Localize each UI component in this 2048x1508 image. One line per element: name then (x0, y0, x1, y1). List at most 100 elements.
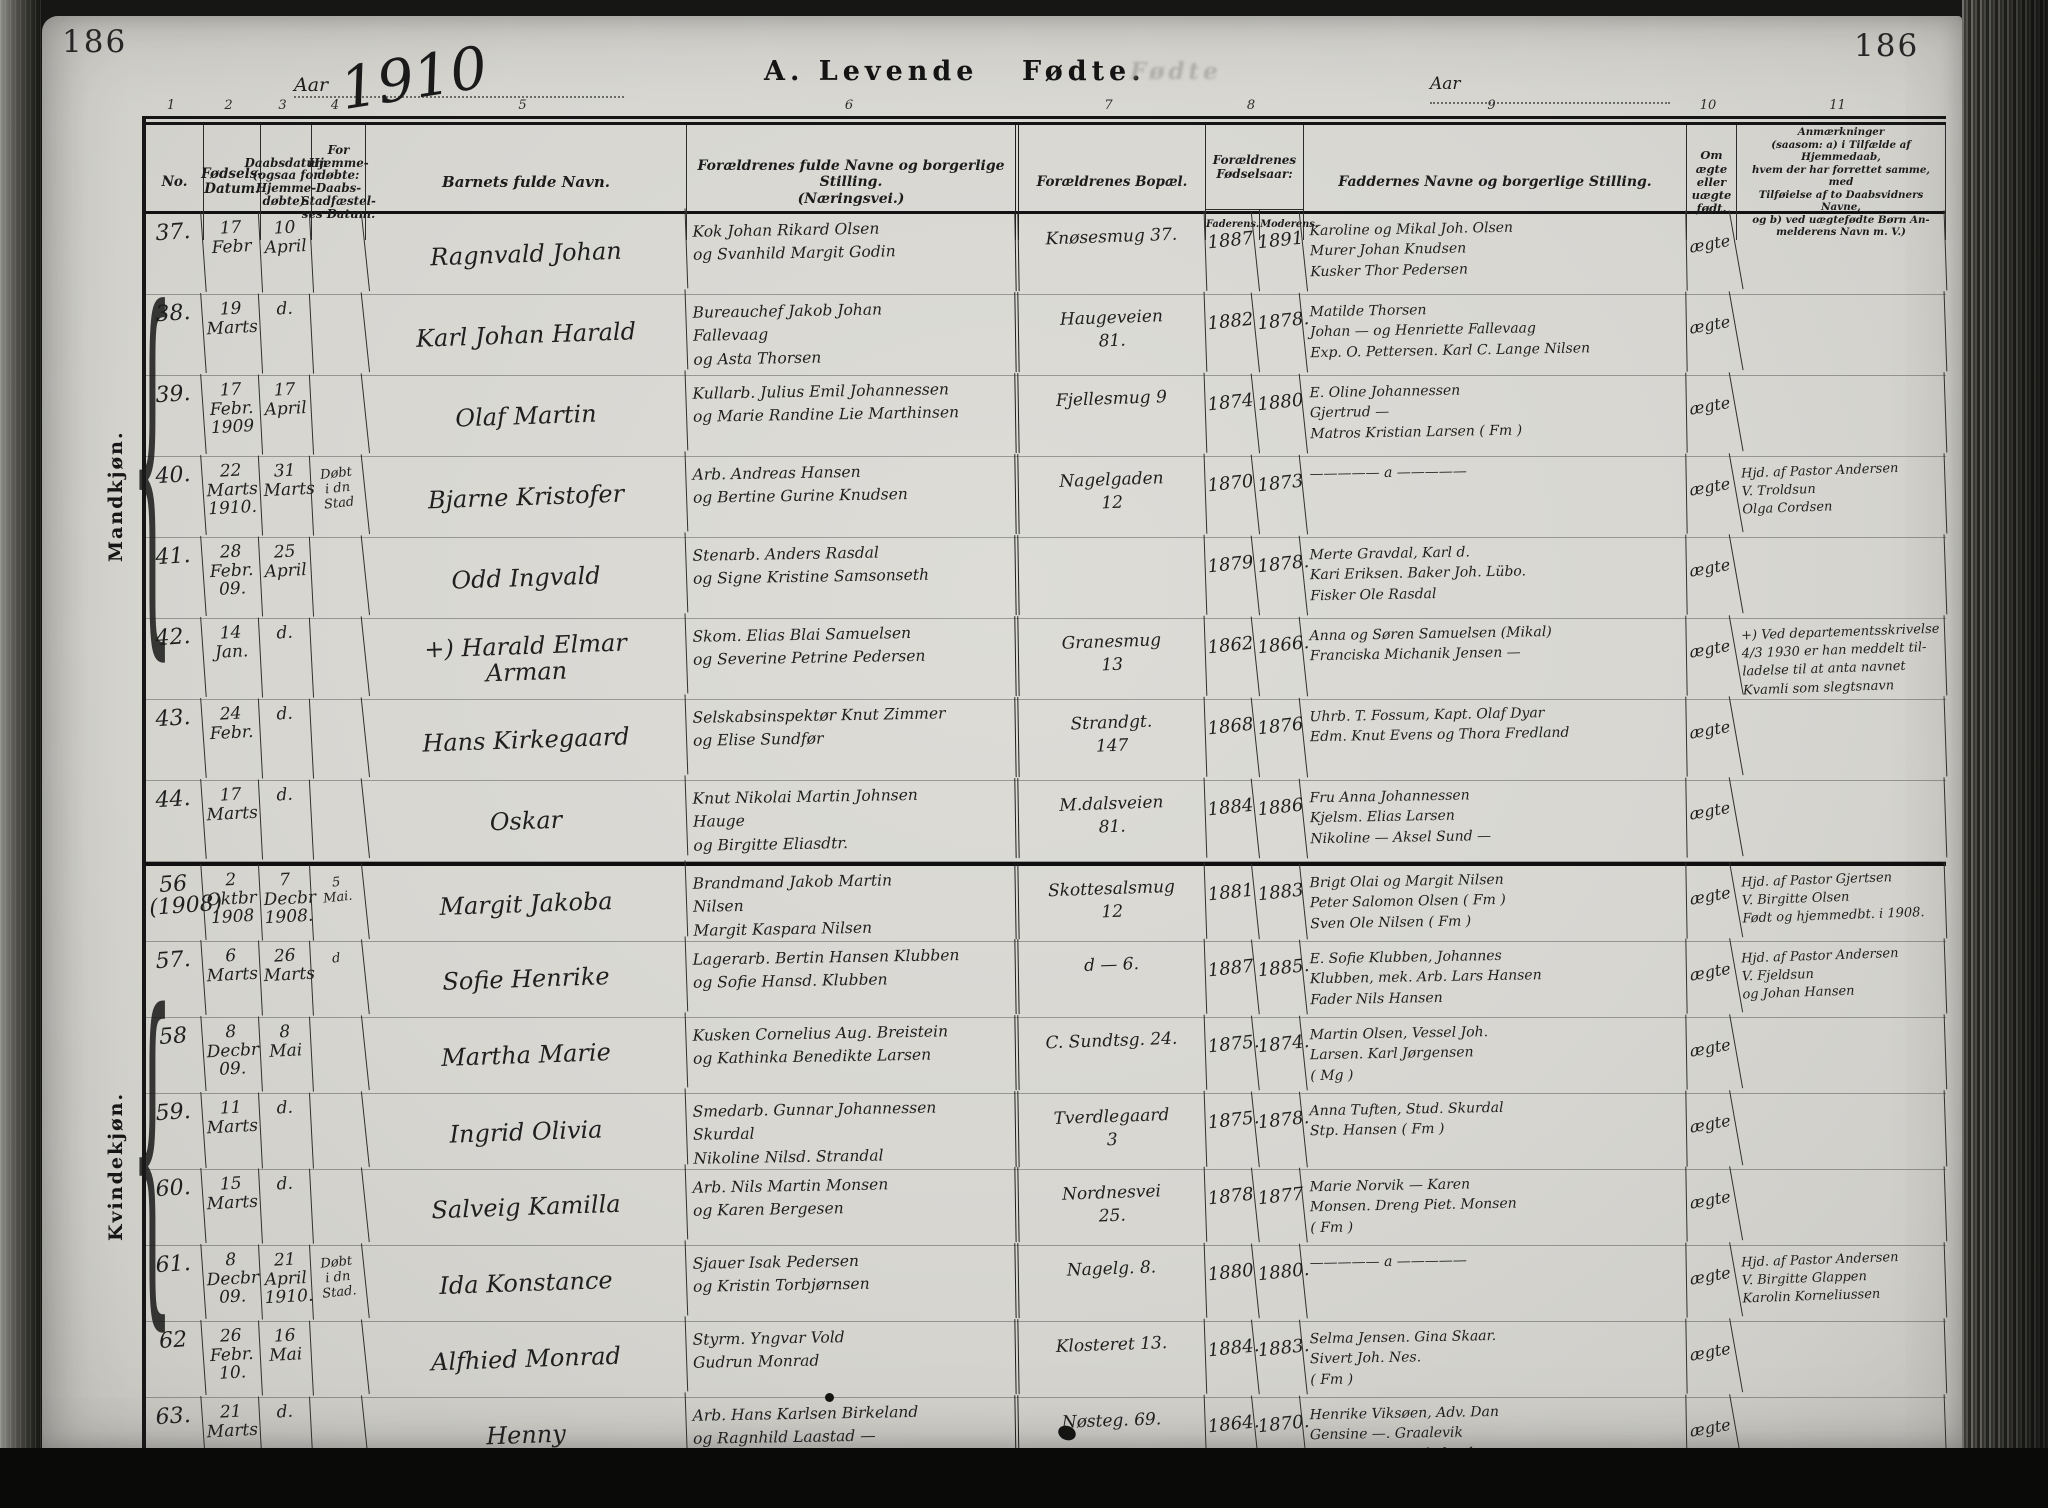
ink-spot (825, 1393, 834, 1402)
cell-parents-names: Brandmand Jakob Martin Nilsen Margit Kas… (686, 863, 1020, 945)
cell-parents-residence: C. Sundtsg. 24. (1017, 1014, 1208, 1097)
column-number: 8 (1246, 98, 1256, 113)
cell-child-name: +) Harald Elmar Arman (364, 613, 689, 705)
cell-remarks (1735, 372, 1948, 460)
column-number: 6 (844, 98, 854, 113)
cell-child-name: Martha Marie (364, 1012, 689, 1099)
cell-row-number: 63. (143, 1396, 207, 1448)
cell-child-name: Karl Johan Harald (364, 289, 689, 381)
cell-baptism-date: 25 April (258, 536, 315, 620)
page-title-left: A. Levende (764, 56, 979, 87)
cell-godparents: Karoline og Mikal Joh. Olsen Murer Johan… (1303, 210, 1688, 298)
cell-mother-birth-year: 1878. (1252, 1091, 1310, 1173)
cell-remarks (1735, 291, 1948, 379)
cell-birth-date: 17 Marts (201, 779, 264, 863)
cell-parents-names: Skom. Elias Blai Samuelsen og Severine P… (686, 616, 1020, 702)
register-row: 61. 8 Decbr 09. 21 April 1910. Døbt i dn… (143, 1240, 1948, 1327)
cell-remarks (1735, 534, 1948, 622)
page-title-right: Fødte. (1022, 56, 1146, 87)
cell-home-baptism-confirmation (307, 373, 371, 459)
cell-father-birth-year: 1875. (1202, 1015, 1260, 1096)
cell-home-baptism-confirmation (307, 616, 371, 702)
header-parents-birth-years: Forældrenes Fødselsaar: Faderens. Modere… (1206, 125, 1318, 240)
register-page: 186 186 Aar 1910 Aar A. Levende Fødte. F… (42, 16, 1962, 1448)
cell-home-baptism-confirmation: Døbt i dn Stad (307, 454, 371, 540)
cell-baptism-date: d. (259, 1092, 314, 1172)
cell-parents-names: Sjauer Isak Pedersen og Kristin Torbjørn… (686, 1243, 1020, 1324)
header-remarks: Anmærkninger (saasom: a) i Tilfælde af H… (1737, 125, 1946, 240)
register-row: 42. 14 Jan. d. +) Harald Elmar Arman Sko… (143, 613, 1948, 705)
register-row: 57. 6 Marts 26 Marts d Sofie Henrike Lag… (143, 936, 1948, 1023)
cell-baptism-date: 10 April (258, 212, 315, 296)
cell-remarks (1735, 1014, 1948, 1097)
cell-parents-names: Bureauchef Jakob Johan Fallevaag og Asta… (686, 292, 1020, 378)
cell-home-baptism-confirmation (308, 1167, 370, 1248)
section-male: 37. 17 Febr 10 April Ragnvald Johan Kok … (143, 208, 1948, 867)
cell-mother-birth-year: 1870. (1252, 1395, 1310, 1448)
cell-parents-names: Kusken Cornelius Aug. Breistein og Kathi… (686, 1015, 1020, 1096)
year-label: Aar (294, 74, 329, 96)
cell-parents-names: Arb. Andreas Hansen og Bertine Gurine Kn… (686, 454, 1020, 540)
cell-baptism-date: d. (259, 1168, 314, 1247)
register-row: 40. 22 Marts 1910. 31 Marts Døbt i dn St… (143, 451, 1948, 543)
cell-remarks: Hjd. af Pastor Andersen V. Fjeldsun og J… (1735, 938, 1948, 1021)
year-field: Aar 1910 (294, 33, 624, 123)
cell-legitimate-status: ægte (1680, 210, 1744, 298)
cell-baptism-date: d. (258, 617, 315, 701)
cell-legitimate-status: ægte (1680, 1242, 1744, 1325)
cell-godparents: Anna og Søren Samuelsen (Mikal) Francisk… (1303, 615, 1688, 703)
cell-parents-names: Styrm. Yngvar Vold Gudrun Monrad (686, 1319, 1020, 1400)
cell-legitimate-status: ægte (1680, 1090, 1744, 1174)
cell-birth-date: 17 Febr (201, 212, 264, 296)
cell-godparents: Fru Anna Johannessen Kjelsm. Elias Larse… (1303, 777, 1688, 865)
cell-parents-names: Smedarb. Gunnar Johannessen Skurdal Niko… (686, 1091, 1020, 1173)
cell-mother-birth-year: 1891 (1251, 211, 1309, 297)
cell-birth-date: 15 Marts (202, 1168, 263, 1247)
cell-legitimate-status: ægte (1680, 862, 1744, 946)
ink-bleedthrough-text: Fødte (1130, 58, 1222, 85)
cell-godparents: Henrike Viksøen, Adv. Dan Gensine —. Gra… (1303, 1394, 1688, 1448)
cell-parents-residence: Knøsesmug 37. (1017, 210, 1208, 298)
cell-parents-names: Lagerarb. Bertin Hansen Klubben og Sofie… (686, 939, 1020, 1020)
cell-child-name: Oskar (364, 775, 689, 867)
cell-parents-residence: Strandgt. 147 (1017, 696, 1208, 784)
cell-parents-residence: Nordnesvei 25. (1017, 1166, 1208, 1249)
cell-father-birth-year: 1864. (1202, 1395, 1260, 1448)
cell-parents-residence: Nøsteg. 69. (1017, 1394, 1208, 1448)
register-table: No. Fødsels- Datum. Daabsdatum (ogsaa fo… (142, 116, 1948, 1448)
book-spine-edge (0, 0, 42, 1508)
cell-legitimate-status: ægte (1680, 1318, 1744, 1401)
cell-baptism-date: d. (258, 779, 315, 863)
cell-remarks: Hjd. af Pastor Gjertsen V. Birgitte Olse… (1735, 862, 1948, 946)
header-child-name: Barnets fulde Navn. (366, 125, 687, 240)
cell-remarks: +) Ved departementsskrivelse 4/3 1930 er… (1735, 615, 1948, 703)
cell-birth-date: 21 Marts (202, 1396, 263, 1448)
cell-home-baptism-confirmation: 5 Mai. (308, 863, 370, 945)
cell-godparents: Marie Norvik — Karen Monsen. Dreng Piet.… (1303, 1166, 1688, 1249)
cell-remarks: Hjd. af Pastor Andersen V. Birgitte Glap… (1735, 1242, 1948, 1325)
cell-mother-birth-year: 1866. (1251, 616, 1310, 702)
header-birth-years-label: Forældrenes Fødselsaar: (1206, 125, 1303, 210)
cell-parents-residence: Nagelgaden 12 (1017, 453, 1208, 541)
register-row: 63. 21 Marts d. Henny Arb. Hans Karlsen … (143, 1392, 1948, 1448)
section-female: 56 (1908) 2 Oktbr 1908 7 Decbr 1908. 5 M… (143, 860, 1948, 1448)
cell-father-birth-year: 1884. (1202, 1319, 1260, 1400)
cell-parents-residence: Fjellesmug 9 (1017, 372, 1208, 460)
margin-brace-female: { (131, 944, 174, 1361)
cell-remarks (1735, 210, 1948, 298)
cell-birth-date: 28 Febr. 09. (201, 536, 264, 620)
cell-mother-birth-year: 1886 (1251, 778, 1309, 864)
cell-legitimate-status: ægte (1680, 1394, 1744, 1448)
column-number: 1 (166, 98, 176, 113)
cell-child-name: Ingrid Olivia (364, 1088, 689, 1176)
cell-remarks (1735, 1394, 1948, 1448)
register-row: 38. 19 Marts d. Karl Johan Harald Bureau… (143, 289, 1948, 381)
cell-birth-date: 2 Oktbr 1908 (202, 864, 263, 944)
cell-home-baptism-confirmation (308, 1319, 370, 1400)
cell-legitimate-status: ægte (1680, 1014, 1744, 1097)
column-number: 11 (1829, 98, 1846, 113)
cell-legitimate-status: ægte (1680, 696, 1744, 784)
register-row: 37. 17 Febr 10 April Ragnvald Johan Kok … (143, 208, 1948, 300)
cell-mother-birth-year: 1876 (1251, 697, 1309, 783)
cell-birth-date: 8 Decbr 09. (202, 1244, 263, 1323)
